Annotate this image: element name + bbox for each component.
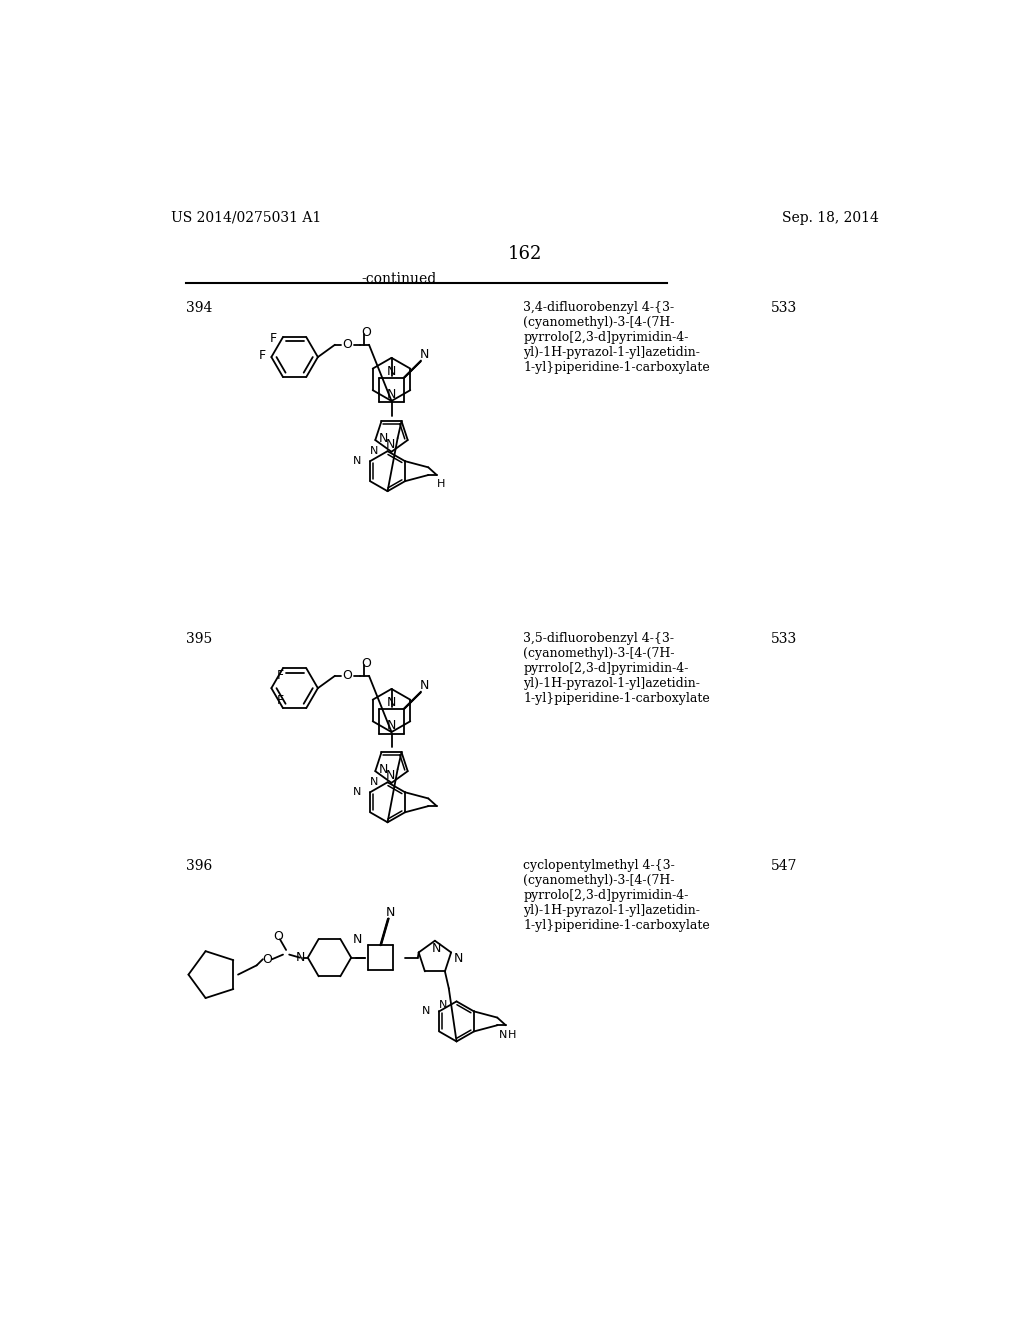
Text: N: N <box>420 680 429 693</box>
Text: O: O <box>361 326 371 339</box>
Text: 394: 394 <box>186 301 213 315</box>
Text: N: N <box>422 1006 430 1016</box>
Text: Sep. 18, 2014: Sep. 18, 2014 <box>782 211 879 224</box>
Text: US 2014/0275031 A1: US 2014/0275031 A1 <box>171 211 321 224</box>
Text: N: N <box>439 1001 447 1010</box>
Text: N: N <box>387 696 396 709</box>
Text: N: N <box>385 437 394 450</box>
Text: N: N <box>420 348 429 362</box>
Text: 533: 533 <box>771 632 798 645</box>
Text: 3,4-difluorobenzyl 4-{3-
(cyanomethyl)-3-[4-(7H-
pyrrolo[2,3-d]pyrimidin-4-
yl)-: 3,4-difluorobenzyl 4-{3- (cyanomethyl)-3… <box>523 301 710 374</box>
Text: N: N <box>378 432 388 445</box>
Text: N: N <box>499 1030 507 1040</box>
Text: 162: 162 <box>508 244 542 263</box>
Text: cyclopentylmethyl 4-{3-
(cyanomethyl)-3-[4-(7H-
pyrrolo[2,3-d]pyrimidin-4-
yl)-1: cyclopentylmethyl 4-{3- (cyanomethyl)-3-… <box>523 859 710 932</box>
Text: N: N <box>352 457 360 466</box>
Text: N: N <box>378 763 388 776</box>
Text: F: F <box>270 333 278 345</box>
Text: N: N <box>370 777 378 787</box>
Text: O: O <box>273 929 284 942</box>
Text: 395: 395 <box>186 632 212 645</box>
Text: N: N <box>370 446 378 457</box>
Text: F: F <box>258 348 265 362</box>
Text: N: N <box>352 787 360 797</box>
Text: N: N <box>352 933 362 945</box>
Text: N: N <box>387 718 396 731</box>
Text: N: N <box>385 906 394 919</box>
Text: H: H <box>508 1030 516 1040</box>
Text: H: H <box>436 479 444 490</box>
Text: 547: 547 <box>771 859 798 873</box>
Text: N: N <box>387 366 396 379</box>
Text: F: F <box>276 694 284 708</box>
Text: 533: 533 <box>771 301 798 315</box>
Text: F: F <box>276 669 284 682</box>
Text: N: N <box>296 952 305 964</box>
Text: N: N <box>387 388 396 400</box>
Text: N: N <box>432 942 441 954</box>
Text: O: O <box>342 669 352 682</box>
Text: 3,5-difluorobenzyl 4-{3-
(cyanomethyl)-3-[4-(7H-
pyrrolo[2,3-d]pyrimidin-4-
yl)-: 3,5-difluorobenzyl 4-{3- (cyanomethyl)-3… <box>523 632 710 705</box>
Text: O: O <box>361 657 371 671</box>
Text: -continued: -continued <box>361 272 437 286</box>
Text: 396: 396 <box>186 859 212 873</box>
Text: O: O <box>342 338 352 351</box>
Text: N: N <box>385 768 394 781</box>
Text: N: N <box>455 952 464 965</box>
Text: O: O <box>262 953 272 966</box>
